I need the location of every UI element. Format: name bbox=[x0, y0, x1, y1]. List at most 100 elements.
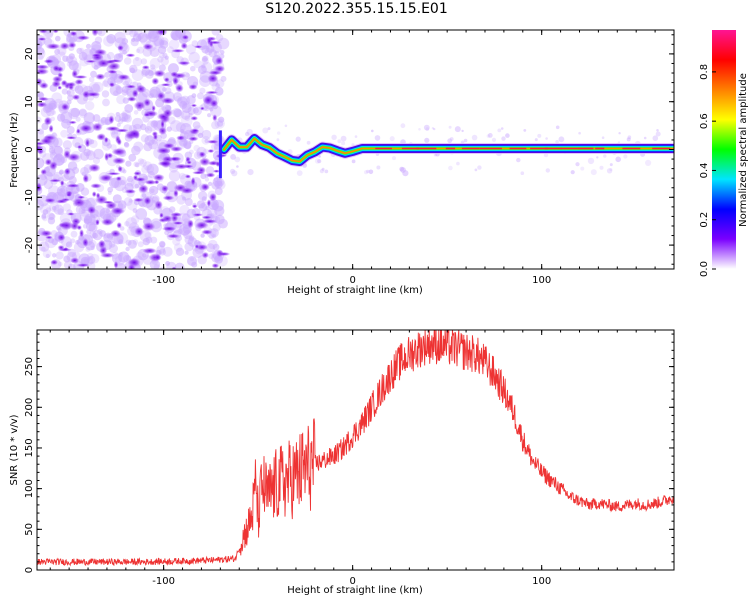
noise-blob bbox=[61, 80, 68, 86]
noise-speck bbox=[47, 217, 56, 225]
noise-speck bbox=[149, 259, 161, 269]
ridge-speck bbox=[545, 168, 550, 173]
noise-speck bbox=[159, 241, 166, 248]
noise-speck bbox=[62, 55, 69, 62]
noise-blob bbox=[64, 168, 71, 175]
noise-speck bbox=[61, 88, 68, 95]
noise-speck bbox=[150, 188, 155, 194]
noise-speck bbox=[211, 30, 221, 36]
noise-speck bbox=[60, 111, 73, 124]
noise-speck bbox=[52, 58, 59, 66]
noise-speck bbox=[135, 208, 148, 220]
ridge-speck bbox=[277, 131, 281, 135]
noise-speck bbox=[91, 41, 102, 52]
ridge-speck bbox=[230, 168, 236, 174]
noise-speck bbox=[66, 126, 75, 134]
noise-speck bbox=[146, 134, 153, 141]
noise-speck bbox=[45, 253, 50, 258]
noise-blob bbox=[77, 145, 83, 149]
noise-blob bbox=[52, 30, 59, 34]
snr-trace bbox=[37, 330, 674, 567]
noise-speck bbox=[45, 207, 52, 213]
noise-blob bbox=[107, 69, 118, 74]
noise-speck bbox=[170, 32, 178, 40]
noise-blob bbox=[153, 70, 166, 77]
noise-speck bbox=[201, 56, 208, 62]
noise-blob bbox=[63, 150, 71, 159]
noise-blob bbox=[153, 134, 158, 140]
noise-speck bbox=[131, 69, 144, 81]
noise-speck bbox=[137, 32, 144, 40]
ridge-speck bbox=[454, 126, 461, 133]
noise-blob bbox=[158, 161, 172, 167]
x-tick-label: 0 bbox=[349, 576, 355, 587]
noise-blob bbox=[76, 225, 82, 231]
noise-blob bbox=[49, 161, 58, 170]
noise-speck bbox=[44, 97, 56, 110]
noise-speck bbox=[38, 241, 50, 252]
ridge-speck bbox=[431, 127, 435, 130]
noise-speck bbox=[80, 166, 89, 176]
noise-speck bbox=[109, 177, 120, 189]
noise-blob bbox=[191, 129, 199, 133]
noise-speck bbox=[201, 196, 207, 202]
noise-blob bbox=[74, 79, 84, 85]
noise-blob bbox=[59, 42, 70, 50]
noise-speck bbox=[39, 203, 52, 215]
noise-speck bbox=[121, 89, 128, 96]
noise-speck bbox=[116, 123, 121, 127]
noise-blob bbox=[157, 92, 165, 100]
noise-speck bbox=[201, 129, 212, 140]
ridge-speck bbox=[500, 127, 504, 130]
noise-speck bbox=[168, 137, 176, 145]
noise-speck bbox=[58, 261, 63, 267]
noise-blob bbox=[117, 165, 123, 172]
ridge-speck bbox=[324, 169, 329, 174]
noise-speck bbox=[86, 261, 96, 269]
noise-speck bbox=[68, 53, 75, 60]
ridge-speck bbox=[575, 162, 580, 167]
noise-region bbox=[37, 30, 668, 269]
noise-speck bbox=[158, 39, 165, 46]
noise-speck bbox=[42, 209, 49, 215]
noise-speck bbox=[70, 107, 80, 118]
noise-speck bbox=[200, 61, 213, 73]
y-tick-label: -10 bbox=[24, 189, 35, 205]
noise-blob bbox=[44, 198, 56, 203]
noise-blob bbox=[107, 62, 121, 71]
noise-speck bbox=[93, 205, 105, 217]
noise-speck bbox=[133, 161, 139, 167]
noise-blob bbox=[113, 261, 119, 269]
noise-blob bbox=[76, 128, 81, 134]
noise-speck bbox=[125, 246, 130, 252]
noise-speck bbox=[181, 196, 187, 201]
y-tick-label: 150 bbox=[24, 438, 35, 457]
ridge-speck bbox=[590, 169, 597, 176]
noise-speck bbox=[93, 148, 104, 160]
ridge-speck bbox=[425, 127, 430, 131]
noise-blob bbox=[170, 146, 183, 152]
noise-speck bbox=[127, 239, 137, 249]
ridge-speck bbox=[433, 127, 436, 131]
noise-speck bbox=[212, 243, 220, 251]
ridge-speck bbox=[340, 135, 347, 142]
noise-blob bbox=[96, 133, 106, 141]
noise-speck bbox=[113, 90, 119, 96]
noise-blob bbox=[170, 212, 183, 217]
noise-blob bbox=[159, 212, 164, 218]
noise-speck bbox=[190, 257, 194, 262]
noise-blob bbox=[187, 219, 194, 229]
noise-blob bbox=[208, 40, 221, 45]
noise-blob bbox=[161, 185, 169, 192]
noise-blob bbox=[142, 43, 154, 50]
noise-speck bbox=[123, 141, 129, 147]
ridge-speck bbox=[321, 167, 325, 171]
noise-blob bbox=[133, 197, 144, 202]
ridge-speck bbox=[609, 163, 613, 167]
noise-blob bbox=[37, 97, 49, 101]
noise-speck bbox=[134, 31, 139, 36]
noise-speck bbox=[129, 64, 138, 74]
noise-blob bbox=[142, 222, 155, 231]
noise-speck bbox=[179, 223, 191, 236]
chart-title: S120.2022.355.15.15.E01 bbox=[265, 1, 448, 17]
